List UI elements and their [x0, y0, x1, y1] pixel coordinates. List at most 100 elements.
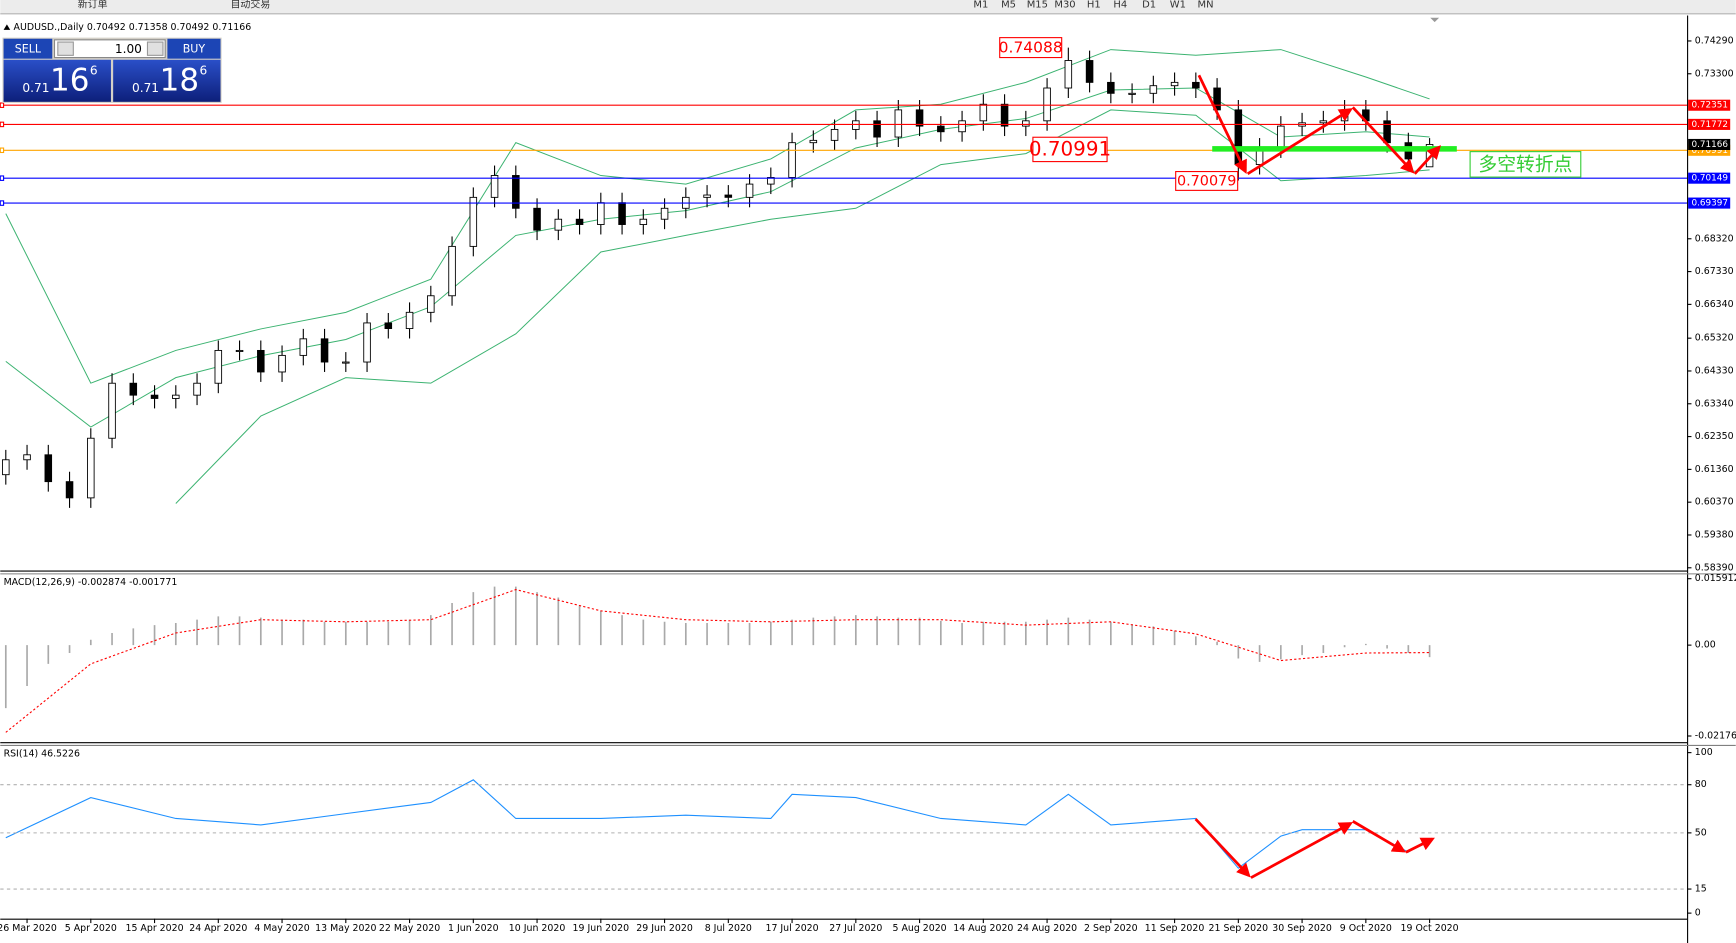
lot-value[interactable]: 1.00 — [115, 42, 142, 56]
annotation-high: 0.74088 — [999, 39, 1063, 57]
level-label-bg — [1688, 99, 1731, 111]
bid-big-figure: 0.71 — [22, 81, 49, 95]
candle-body — [427, 295, 435, 313]
candle-body — [1107, 81, 1115, 94]
candle-body — [235, 349, 244, 352]
signal-line — [5, 589, 1430, 733]
buy-label[interactable]: BUY — [183, 42, 206, 55]
arrow — [1405, 837, 1435, 854]
high-value: 0.71358 — [129, 22, 168, 33]
timeframe-button[interactable]: M5 — [1001, 0, 1016, 10]
candle-body — [788, 142, 796, 178]
candle-body — [278, 354, 286, 373]
candle-body — [129, 382, 138, 396]
price-label: 0.71166 — [1691, 140, 1728, 150]
y-tick-label: 0.60370 — [1695, 497, 1734, 508]
timeframes: M1 M5 M15 M30 H1 H4 D1 W1 MN — [973, 0, 1213, 10]
indicator-value: -0.002874 — [78, 577, 126, 588]
candle-body — [873, 120, 881, 138]
trend-arrows — [1194, 74, 1441, 879]
arrow — [1413, 145, 1441, 175]
timeframe-button[interactable]: M15 — [1027, 0, 1048, 10]
candle-body — [193, 382, 201, 396]
candle-body — [724, 194, 733, 198]
macd-header: MACD(12,26,9) -0.002874 -0.001771 — [4, 577, 178, 588]
x-tick-label: 19 Oct 2020 — [1401, 923, 1459, 934]
candle-body — [23, 454, 31, 461]
toolbar-button[interactable]: 自动交易 — [230, 0, 270, 10]
panel — [4, 586, 1431, 733]
header-icon — [3, 24, 11, 30]
ask-box[interactable] — [113, 59, 221, 102]
candle-body — [830, 128, 839, 141]
level-label: 0.71772 — [1691, 120, 1728, 130]
candle-body — [937, 125, 945, 133]
level-marker — [0, 175, 5, 181]
y-tick-label: 100 — [1695, 747, 1713, 758]
x-tick-label: 2 Sep 2020 — [1084, 923, 1138, 934]
level-marker — [0, 121, 5, 128]
candle-body — [1277, 125, 1285, 149]
candle-body — [512, 175, 520, 209]
level-label-bg — [1688, 144, 1731, 156]
candle-body — [1170, 81, 1179, 87]
sell-button[interactable] — [3, 38, 53, 59]
level-label: 0.69397 — [1691, 199, 1728, 209]
candle-body — [1128, 92, 1136, 95]
timeframe-button[interactable]: MN — [1198, 0, 1214, 10]
rsi-line — [5, 779, 1430, 869]
timeframe-button[interactable]: H4 — [1113, 0, 1127, 10]
x-tick-label: 22 May 2020 — [379, 923, 440, 934]
ask-pips: 18 — [160, 62, 199, 98]
x-tick-label: 15 Apr 2020 — [126, 923, 184, 934]
x-tick-label: 19 Jun 2020 — [573, 923, 630, 934]
annotation-box — [1032, 136, 1108, 163]
y-tick-label: 0.73300 — [1695, 68, 1734, 79]
candle-body — [342, 361, 350, 364]
candle-body — [150, 394, 159, 399]
candle-body — [1085, 60, 1094, 83]
x-tick-label: 26 Mar 2020 — [0, 923, 57, 934]
y-tick-label: 0.68320 — [1695, 233, 1734, 244]
x-tick-label: 24 Apr 2020 — [189, 923, 247, 934]
y-tick-label: 0.74290 — [1695, 35, 1734, 46]
lot-field[interactable] — [53, 39, 166, 59]
y-tick-label: 15 — [1695, 884, 1707, 895]
lot-down[interactable] — [57, 41, 74, 56]
toolbar-button[interactable]: 新订单 — [78, 0, 108, 10]
sell-label[interactable]: SELL — [15, 42, 42, 55]
timeframe-button[interactable]: M1 — [973, 0, 988, 10]
candle-body — [894, 109, 903, 138]
bid-box[interactable] — [3, 59, 111, 102]
timeframe-button[interactable]: W1 — [1170, 0, 1186, 10]
level-marker — [0, 147, 5, 154]
level-label-bg — [1688, 172, 1731, 184]
y-tick-label: 50 — [1695, 827, 1707, 838]
candle-body — [1022, 120, 1030, 127]
candle-body — [852, 120, 860, 130]
lot-up[interactable] — [146, 41, 164, 56]
ask-big-figure: 0.71 — [132, 81, 159, 95]
candle-body — [660, 207, 669, 220]
candle-body — [575, 218, 584, 225]
level-label-bg — [1688, 118, 1731, 130]
chart-header: AUDUSD.,Daily 0.70492 0.71358 0.70492 0.… — [14, 22, 252, 33]
candle-body — [44, 454, 53, 483]
x-tick-label: 4 May 2020 — [254, 923, 309, 934]
x-tick-label: 30 Sep 2020 — [1272, 923, 1332, 934]
candle-body — [554, 218, 563, 231]
y-tick-label: 0.58390 — [1695, 562, 1734, 573]
y-tick-label: 0.015912 — [1695, 573, 1736, 584]
timeframe-button[interactable]: H1 — [1087, 0, 1101, 10]
bid-pips: 16 — [50, 62, 89, 98]
candle-body — [958, 120, 966, 133]
timeframe-button[interactable]: M30 — [1054, 0, 1075, 10]
candle-body — [1064, 60, 1073, 89]
candle-body — [1043, 87, 1051, 122]
indicator-label: MACD(12,26,9) — [4, 577, 75, 588]
buy-button[interactable] — [167, 38, 221, 59]
timeframe-button[interactable]: D1 — [1142, 0, 1156, 10]
candle-body — [214, 349, 223, 384]
